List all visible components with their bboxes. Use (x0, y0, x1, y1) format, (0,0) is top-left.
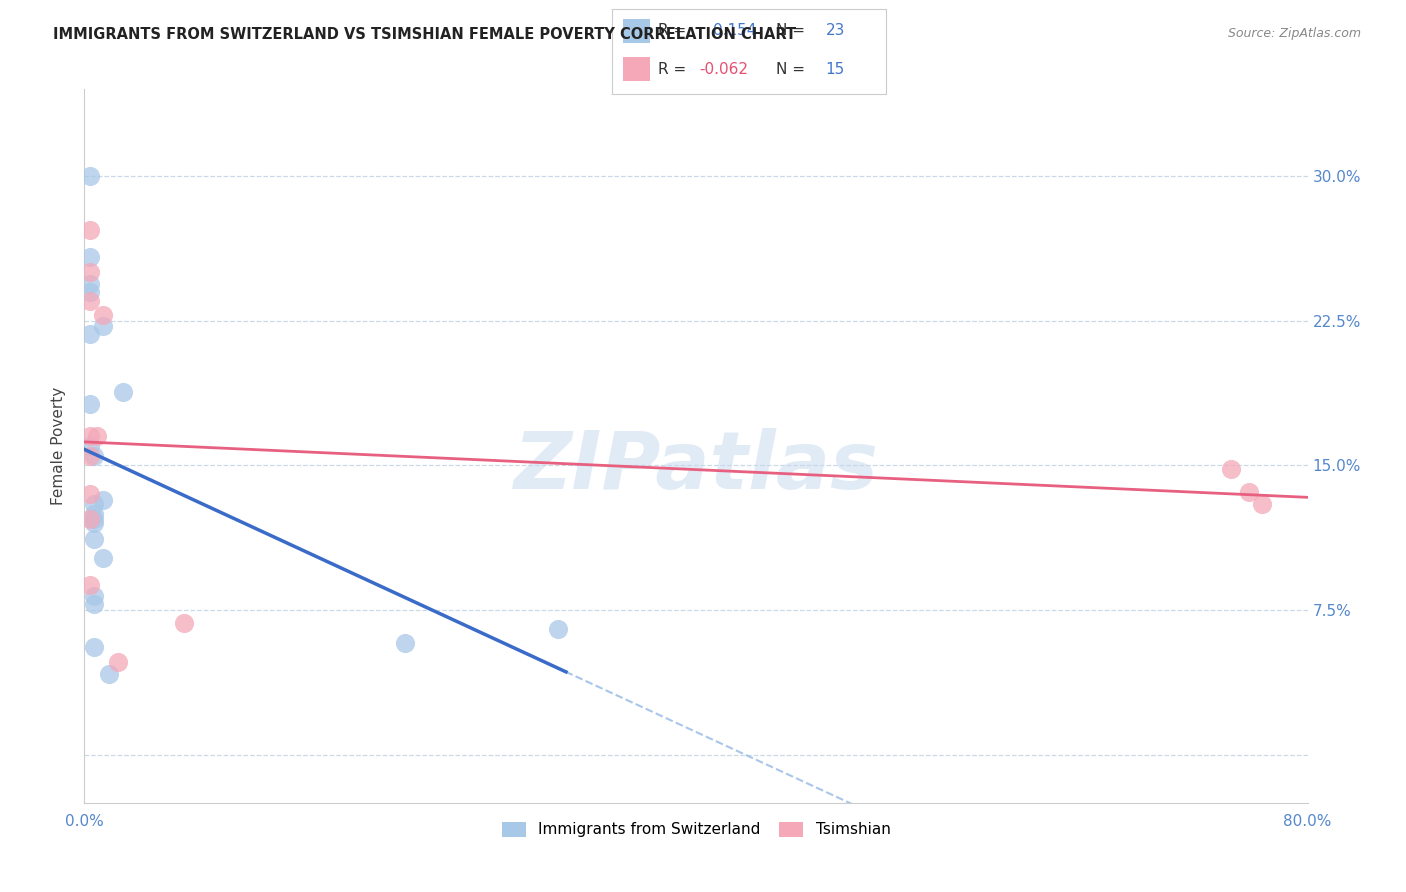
Point (97, 666, 120, 681)
Text: Source: ZipAtlas.com: Source: ZipAtlas.com (1227, 27, 1361, 40)
Point (91, 319, 114, 334)
Text: IMMIGRANTS FROM SWITZERLAND VS TSIMSHIAN FEMALE POVERTY CORRELATION CHART: IMMIGRANTS FROM SWITZERLAND VS TSIMSHIAN… (53, 27, 797, 42)
Point (79, 223, 101, 237)
Text: ZIPatlas: ZIPatlas (513, 428, 879, 507)
Point (79, 429, 101, 443)
Point (79, 449, 101, 463)
Point (83, 590, 105, 604)
Text: 15: 15 (825, 62, 845, 77)
Text: 0.154: 0.154 (713, 23, 756, 38)
Point (86, 429, 108, 443)
Point (83, 512, 105, 526)
Point (91, 308, 114, 322)
Text: R =: R = (658, 62, 686, 77)
Point (1239, 485, 1261, 500)
Point (107, 655, 129, 669)
Point (83, 640, 105, 654)
Point (91, 493, 114, 508)
Point (547, 622, 569, 636)
Text: -0.062: -0.062 (699, 62, 748, 77)
Point (79, 439, 101, 453)
Point (79, 250, 101, 264)
Text: R =: R = (658, 23, 686, 38)
Point (173, 616, 195, 631)
Text: N =: N = (776, 23, 806, 38)
Bar (623, 57, 650, 81)
Point (111, 384, 134, 399)
Point (91, 550, 114, 565)
Text: 23: 23 (825, 23, 845, 38)
Point (79, 578, 101, 592)
Legend: Immigrants from Switzerland, Tsimshian: Immigrants from Switzerland, Tsimshian (494, 814, 898, 845)
Point (79, 277, 101, 291)
Point (83, 449, 105, 463)
Point (79, 169, 101, 183)
Bar (623, 19, 650, 43)
Point (79, 327, 101, 342)
Point (79, 285, 101, 299)
Point (394, 636, 416, 650)
Point (79, 265, 101, 279)
Text: N =: N = (776, 62, 806, 77)
Y-axis label: Female Poverty: Female Poverty (51, 387, 66, 505)
Point (83, 597, 105, 611)
Point (1250, 497, 1272, 511)
Point (79, 294, 101, 309)
Point (1220, 462, 1243, 476)
Point (79, 396, 101, 410)
Point (83, 507, 105, 521)
Point (83, 516, 105, 530)
Point (79, 512, 101, 526)
Point (83, 532, 105, 546)
Point (83, 497, 105, 511)
Point (79, 487, 101, 501)
